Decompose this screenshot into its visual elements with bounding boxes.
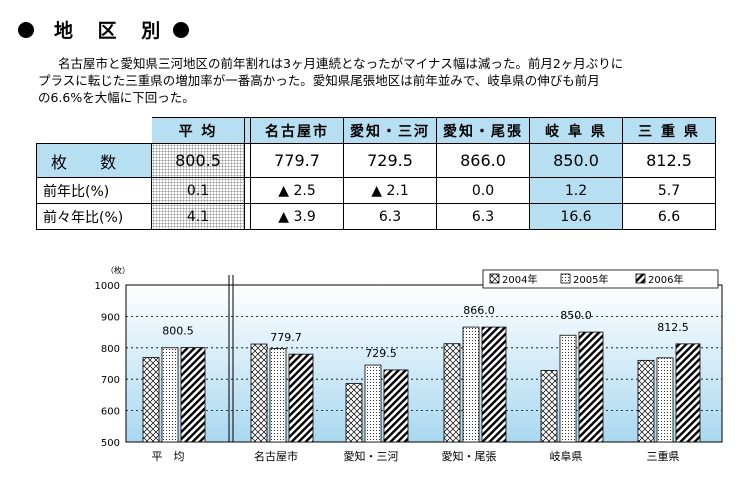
y-tick-label: 1000 bbox=[95, 281, 120, 292]
table-row: 前々年比(%) 4.1 ▲ 3.9 6.3 6.3 16.6 6.6 bbox=[36, 204, 716, 230]
col-header: 名古屋市 bbox=[251, 117, 344, 144]
data-table: 平 均 名古屋市 愛知・三河 愛知・尾張 岐 阜 県 三 重 県 枚 数 800… bbox=[36, 117, 716, 230]
table-cell: 866.0 bbox=[437, 144, 530, 178]
col-header: 岐 阜 県 bbox=[530, 117, 623, 144]
y-tick-label: 600 bbox=[101, 407, 120, 418]
table-cell: 4.1 bbox=[152, 204, 245, 230]
section-title: 地 区 別 bbox=[54, 20, 170, 42]
bar bbox=[288, 353, 314, 443]
column-gap bbox=[245, 178, 251, 204]
bar bbox=[161, 347, 179, 443]
table-cell: ▲ 2.1 bbox=[344, 178, 437, 204]
table-cell: 779.7 bbox=[251, 144, 344, 178]
table-cell: 6.6 bbox=[623, 204, 716, 230]
data-label: 812.5 bbox=[657, 321, 689, 334]
table-cell: 0.0 bbox=[437, 178, 530, 204]
legend-swatch bbox=[560, 273, 571, 284]
table-cell: 5.7 bbox=[623, 178, 716, 204]
bar bbox=[383, 369, 409, 443]
data-label: 800.5 bbox=[162, 325, 194, 338]
table-cell: 16.6 bbox=[530, 204, 623, 230]
bar bbox=[578, 331, 604, 443]
data-label: 850.0 bbox=[560, 309, 592, 322]
table-cell: ▲ 2.5 bbox=[251, 178, 344, 204]
legend-swatch bbox=[635, 273, 646, 284]
table-cell: 1.2 bbox=[530, 178, 623, 204]
y-tick-label: 800 bbox=[101, 344, 120, 355]
bullet-circle-icon bbox=[18, 21, 34, 38]
row-label: 前々年比(%) bbox=[36, 204, 152, 230]
table-corner bbox=[36, 117, 152, 144]
data-label: 779.7 bbox=[270, 331, 302, 344]
plot-background bbox=[126, 285, 722, 442]
plot-frame bbox=[125, 284, 723, 443]
column-gap bbox=[245, 144, 251, 178]
x-tick-label: 愛知・三河 bbox=[344, 449, 399, 463]
legend-label: 2005年 bbox=[573, 273, 608, 286]
legend-label: 2006年 bbox=[648, 273, 683, 286]
legend-label: 2004年 bbox=[502, 273, 537, 286]
bar bbox=[443, 343, 461, 443]
x-tick-label: 平 均 bbox=[152, 450, 185, 463]
bar bbox=[559, 334, 577, 443]
summary-line: プラスに転じた三重県の増加率が一番高かった。愛知県尾張地区は前年並みで、岐阜県の… bbox=[38, 73, 600, 88]
y-tick-label: 500 bbox=[101, 438, 120, 449]
col-header: 平 均 bbox=[152, 117, 245, 144]
y-tick-label: 700 bbox=[101, 375, 120, 386]
table-cell: 812.5 bbox=[623, 144, 716, 178]
legend-swatch bbox=[489, 273, 500, 284]
bar bbox=[540, 370, 558, 443]
bar bbox=[656, 357, 674, 443]
x-tick-label: 岐阜県 bbox=[550, 450, 583, 463]
table-cell: ▲ 3.9 bbox=[251, 204, 344, 230]
summary-line: 名古屋市と愛知県三河地区の前年割れは3ヶ月連続となったがマイナス幅は減った。前月… bbox=[58, 56, 624, 71]
bar bbox=[269, 348, 287, 443]
bar bbox=[481, 326, 507, 443]
col-header: 愛知・三河 bbox=[344, 117, 437, 144]
legend-box bbox=[482, 269, 719, 289]
row-label: 枚 数 bbox=[36, 144, 152, 178]
bar bbox=[675, 343, 701, 443]
table-cell: 6.3 bbox=[437, 204, 530, 230]
x-tick-label: 愛知・尾張 bbox=[442, 449, 497, 463]
y-axis-label: （枚） bbox=[106, 265, 130, 275]
table-cell: 6.3 bbox=[344, 204, 437, 230]
bar bbox=[637, 359, 655, 443]
y-tick-label: 900 bbox=[101, 312, 120, 323]
summary-line: の6.6%を大幅に下回った。 bbox=[38, 90, 195, 105]
row-label: 前年比(%) bbox=[36, 178, 152, 204]
col-header: 愛知・尾張 bbox=[437, 117, 530, 144]
table-row: 枚 数 800.5 779.7 729.5 866.0 850.0 812.5 bbox=[36, 144, 716, 178]
data-label: 729.5 bbox=[365, 347, 397, 360]
bar bbox=[345, 383, 363, 443]
table-cell: 0.1 bbox=[152, 178, 245, 204]
bar bbox=[364, 364, 382, 443]
table-header-row: 平 均 名古屋市 愛知・三河 愛知・尾張 岐 阜 県 三 重 県 bbox=[36, 117, 716, 144]
table-row: 前年比(%) 0.1 ▲ 2.5 ▲ 2.1 0.0 1.2 5.7 bbox=[36, 178, 716, 204]
bar bbox=[250, 343, 268, 443]
table-cell: 729.5 bbox=[344, 144, 437, 178]
bar-chart: 500 600 700 800 900 1000 （枚） 800.5 平 均 779.7 名古屋市 7… bbox=[95, 265, 723, 463]
summary-paragraph: 名古屋市と愛知県三河地区の前年割れは3ヶ月連続となったがマイナス幅は減った。前月… bbox=[38, 55, 718, 106]
table-cell: 800.5 bbox=[152, 144, 245, 178]
column-gap bbox=[245, 117, 251, 144]
table-cell: 850.0 bbox=[530, 144, 623, 178]
bar bbox=[180, 347, 206, 443]
section-heading: 地 区 別 bbox=[18, 16, 190, 43]
x-tick-label: 名古屋市 bbox=[254, 449, 298, 463]
bar bbox=[462, 326, 480, 443]
col-header: 三 重 県 bbox=[623, 117, 716, 144]
data-label: 866.0 bbox=[463, 304, 495, 317]
bullet-circle-icon bbox=[173, 21, 190, 38]
column-gap bbox=[245, 204, 251, 230]
x-tick-label: 三重県 bbox=[647, 449, 680, 463]
bar bbox=[142, 357, 160, 443]
